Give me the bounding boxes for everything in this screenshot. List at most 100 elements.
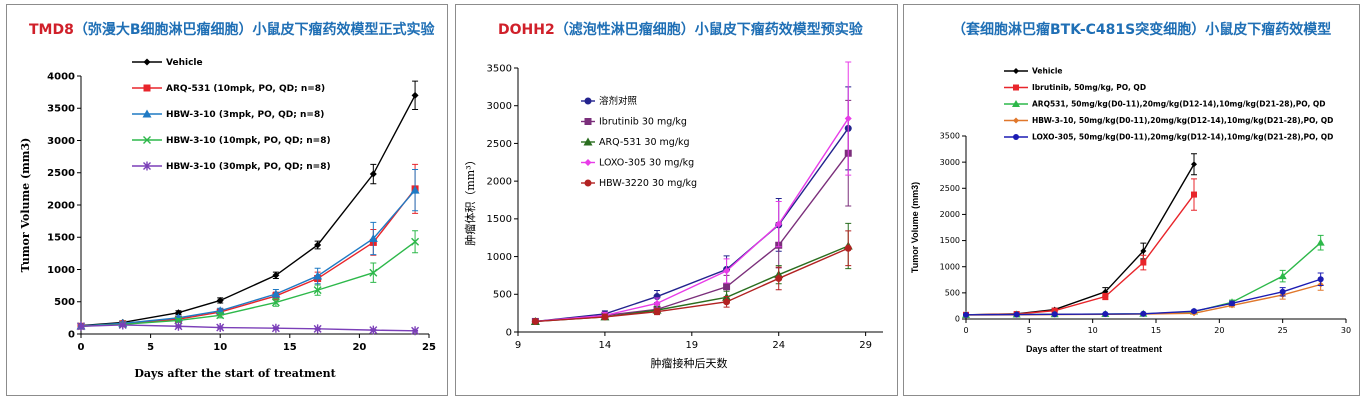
data-point xyxy=(1140,248,1147,255)
data-point xyxy=(963,311,969,318)
data-point xyxy=(844,244,852,252)
data-point xyxy=(775,220,783,228)
data-point xyxy=(723,283,731,291)
data-point xyxy=(1013,311,1020,318)
series-line xyxy=(535,118,849,323)
data-point xyxy=(1140,259,1147,266)
y-tick-label: 1500 xyxy=(940,236,960,245)
data-point xyxy=(531,317,539,325)
data-point xyxy=(1051,311,1058,318)
y-tick-label: 500 xyxy=(945,289,960,298)
data-point xyxy=(411,91,419,99)
series-5 xyxy=(963,272,1324,318)
data-point xyxy=(77,321,85,331)
x-tick-label: 10 xyxy=(213,342,227,353)
data-point xyxy=(1013,84,1019,91)
series-1 xyxy=(531,86,852,325)
chart-panel-btk: （套细胞淋巴瘤BTK-C481S突变细胞）小鼠皮下瘤药效模型 0 500 1000 1… xyxy=(903,4,1360,396)
legend-item: ARQ-531 30 mg/kg xyxy=(581,137,690,148)
legend-label: ARQ-531 30 mg/kg xyxy=(599,137,690,148)
chart-title-rest: （套细胞淋巴瘤BTK-C481S突变细胞）小鼠皮下瘤药效模型 xyxy=(952,22,1332,38)
legend-item: HBW-3-10 (30mpk, PO, QD; n=8) xyxy=(132,161,331,172)
y-axis-label: 肿瘤体积（mm³） xyxy=(463,154,477,245)
y-tick-label: 2000 xyxy=(47,200,75,211)
y-tick-label: 1500 xyxy=(487,214,512,225)
x-tick-label: 29 xyxy=(859,340,872,351)
y-tick-label: 3000 xyxy=(487,101,512,112)
x-tick-label: 20 xyxy=(1214,326,1224,335)
legend-item: Vehicle xyxy=(1004,67,1063,76)
data-point xyxy=(584,159,592,166)
series-1 xyxy=(963,153,1197,318)
data-point xyxy=(583,137,593,146)
data-point xyxy=(216,311,225,320)
data-point xyxy=(174,309,182,317)
series-line xyxy=(80,95,416,327)
chart-title-prefix: TMD8 xyxy=(29,22,74,38)
x-tick-label: 15 xyxy=(1151,326,1161,335)
chart-panel-dohh2: DOHH2（滤泡性淋巴瘤细胞）小鼠皮下瘤药效模型预实验 0 500 1000 1500… xyxy=(455,4,898,396)
y-tick-label: 3500 xyxy=(940,132,960,141)
y-tick-label: 1000 xyxy=(47,265,75,276)
data-point xyxy=(601,313,609,321)
data-point xyxy=(1191,191,1197,198)
data-point xyxy=(313,271,323,280)
x-tick-label: 30 xyxy=(1341,326,1351,335)
data-point xyxy=(1013,134,1019,140)
series-4 xyxy=(531,61,852,325)
series-5 xyxy=(77,320,420,336)
data-point xyxy=(723,267,731,275)
data-point xyxy=(143,58,151,66)
data-point xyxy=(653,299,661,307)
series-line xyxy=(535,245,849,323)
series-line xyxy=(80,324,416,332)
series-5 xyxy=(531,230,852,325)
series-2 xyxy=(963,178,1197,318)
legend-item: HBW-3-10, 50mg/kg(D0-11),20mg/kg(D12-14)… xyxy=(1004,116,1333,125)
legend-label: Vehicle xyxy=(166,58,203,68)
data-point xyxy=(584,97,592,105)
chart-title-rest: （弥漫大B细胞淋巴瘤细胞）小鼠皮下瘤药效模型正式实验 xyxy=(73,22,435,38)
series-line xyxy=(535,247,849,323)
y-tick-label: 3000 xyxy=(47,136,75,147)
series-line xyxy=(80,188,416,327)
data-point xyxy=(1191,161,1197,168)
legend-item: Ibrutinib 30 mg/kg xyxy=(581,117,687,128)
x-tick-label: 15 xyxy=(283,342,297,353)
y-tick-label: 1000 xyxy=(940,262,960,271)
legend-label: Ibrutinib 30 mg/kg xyxy=(599,117,687,128)
data-point xyxy=(1229,300,1235,307)
data-point xyxy=(1279,288,1286,295)
legend-item: HBW-3-10 (3mpk, PO, QD; n=8) xyxy=(132,109,324,120)
x-tick-label: 0 xyxy=(963,326,968,335)
data-point xyxy=(775,274,783,282)
data-point xyxy=(216,296,224,304)
series-line xyxy=(80,241,416,327)
y-tick-label: 3500 xyxy=(47,104,75,115)
legend-label: HBW-3220 30 mg/kg xyxy=(599,178,697,189)
legend-item: HBW-3220 30 mg/kg xyxy=(581,178,697,189)
data-point xyxy=(1317,276,1324,283)
y-tick-label: 3000 xyxy=(940,158,960,167)
legend-label: 溶剂对照 xyxy=(599,95,638,107)
legend-item: Vehicle xyxy=(132,58,203,68)
data-point xyxy=(271,289,281,298)
legend-label: ARQ-531 (10mpk, PO, QD; n=8) xyxy=(166,84,325,94)
data-point xyxy=(173,313,183,322)
legend-item: ARQ531, 50mg/kg(D0-11),20mg/kg(D12-14),1… xyxy=(1004,100,1326,109)
data-point xyxy=(1102,311,1109,318)
legend-label: LOXO-305, 50mg/kg(D0-11),20mg/kg(D12-14)… xyxy=(1032,133,1333,142)
data-point xyxy=(1013,68,1019,74)
data-point xyxy=(584,118,592,125)
data-point xyxy=(1140,310,1147,317)
data-point xyxy=(143,136,151,144)
chart-title: （套细胞淋巴瘤BTK-C481S突变细胞）小鼠皮下瘤药效模型 xyxy=(952,19,1331,39)
legend-label: Ibrutinib, 50mg/kg, PO, QD xyxy=(1032,83,1146,92)
series-line xyxy=(80,189,416,327)
x-tick-label: 24 xyxy=(772,340,785,351)
chart-title: TMD8（弥漫大B细胞淋巴瘤细胞）小鼠皮下瘤药效模型正式实验 xyxy=(29,19,435,39)
x-axis-label: 肿瘤接种后天数 xyxy=(651,356,728,370)
legend-label: HBW-3-10 (10mpk, PO, QD; n=8) xyxy=(166,136,331,146)
chart-plot-btk: 0 500 1000 1500 2000 2500 3000 3500 0 5 10 15 20 25 30… xyxy=(910,67,1351,355)
data-point xyxy=(1012,100,1020,107)
